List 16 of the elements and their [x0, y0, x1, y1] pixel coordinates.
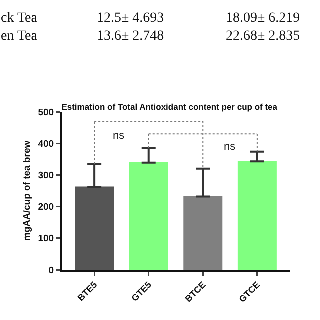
annotation: ns [224, 141, 236, 153]
chart-title: Estimation of Total Antioxidant content per cup of tea [62, 102, 278, 112]
text: 13.6± 2.748 [97, 29, 164, 44]
y-tick-label: 100 [38, 234, 54, 245]
text: 18.09± 6.219 [226, 11, 300, 26]
y-tick-label: 400 [38, 138, 54, 150]
text: 12.5± 4.693 [97, 11, 164, 26]
y-tick-label: 0 [48, 265, 54, 276]
y-axis-title: mgAA/cup of tea brew [22, 140, 33, 242]
y-tick-label: 500 [38, 107, 54, 118]
text: ck Tea [1, 11, 38, 26]
y-tick-label: 300 [38, 170, 54, 182]
y-tick-label: 200 [38, 202, 54, 214]
annotation: ns [113, 130, 126, 142]
text: 22.68± 2.835 [226, 29, 300, 44]
text: en Tea [1, 29, 38, 44]
